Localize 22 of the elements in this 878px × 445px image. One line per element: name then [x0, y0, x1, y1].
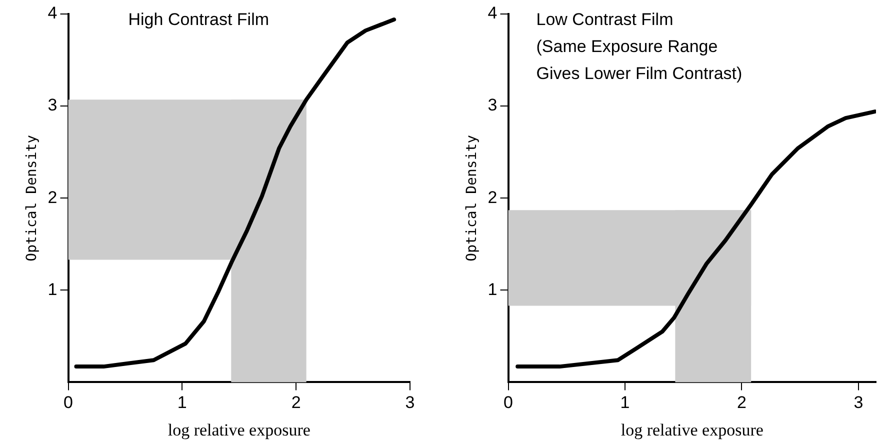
x-axis-title: log relative exposure — [620, 420, 764, 440]
y-tick-label: 3 — [48, 96, 58, 115]
text: Low Contrast Film (Same Exposure Range Gives Lower Film Contrast) — [536, 10, 742, 84]
x-tick-label: 2 — [737, 393, 746, 412]
y-axis-title: Optical Density — [24, 134, 40, 262]
x-tick-label: 3 — [854, 393, 864, 412]
x-tick-label: 1 — [177, 393, 187, 412]
x-tick-label: 3 — [405, 393, 415, 412]
y-tick-label: 3 — [488, 96, 498, 115]
y-tick-label: 2 — [488, 188, 498, 207]
x-tick-label: 1 — [620, 393, 630, 412]
chart-title: High Contrast Film — [128, 10, 270, 30]
y-tick-label: 4 — [488, 4, 498, 23]
y-axis-title: Optical Density — [464, 134, 480, 262]
x-tick-label: 0 — [64, 393, 73, 412]
y-tick-label: 1 — [48, 280, 58, 299]
x-tick-label: 2 — [291, 393, 301, 412]
y-tick-label: 4 — [48, 4, 58, 23]
y-tick-label: 1 — [488, 280, 498, 299]
y-tick-label: 2 — [48, 188, 58, 207]
x-tick-label: 0 — [504, 393, 513, 412]
x-axis-title: log relative exposure — [168, 420, 310, 440]
